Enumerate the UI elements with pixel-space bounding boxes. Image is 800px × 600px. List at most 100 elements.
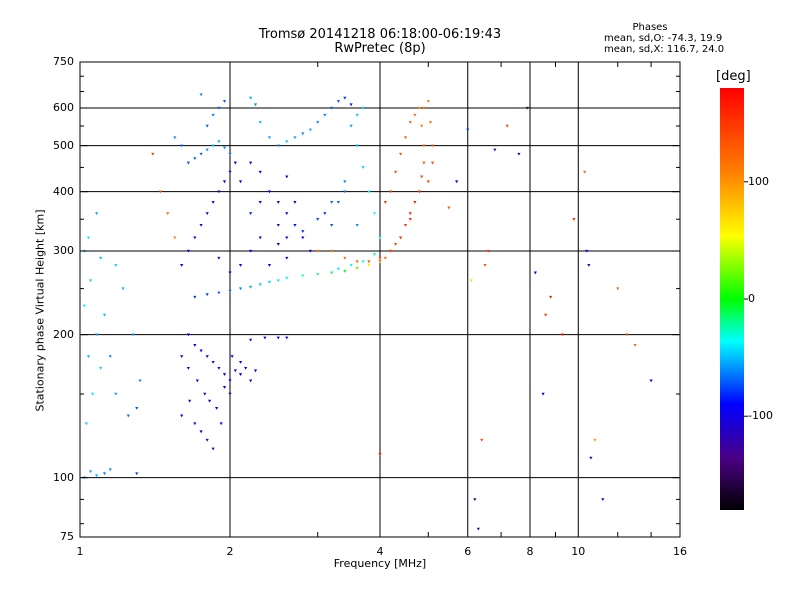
data-point: [301, 132, 305, 136]
data-point: [361, 260, 365, 264]
colorbar-ticks: [744, 181, 748, 417]
data-point: [572, 218, 576, 221]
data-point: [276, 243, 280, 246]
data-point: [222, 100, 227, 103]
data-point: [367, 190, 371, 194]
data-point: [422, 161, 426, 165]
chart-title: Tromsø 20141218 06:18:00-06:19:43: [258, 27, 502, 42]
data-point: [355, 260, 359, 264]
data-point: [624, 333, 629, 337]
data-point: [505, 124, 509, 128]
data-point: [349, 264, 353, 267]
data-point: [355, 267, 359, 270]
data-point: [330, 106, 334, 110]
data-point: [336, 267, 340, 271]
colorbar-tick-label: -100: [748, 409, 773, 423]
data-point: [99, 256, 103, 260]
data-point: [211, 447, 215, 451]
data-point: [417, 106, 422, 110]
data-point: [244, 366, 248, 370]
data-point: [583, 170, 587, 174]
data-point: [217, 190, 221, 194]
data-point: [211, 361, 215, 364]
data-point: [285, 276, 289, 280]
data-point: [258, 283, 262, 287]
data-point: [316, 249, 320, 253]
data-point: [166, 212, 170, 216]
data-point: [193, 157, 197, 161]
data-point: [413, 201, 417, 204]
y-tick-label: 750: [53, 55, 74, 68]
data-point: [215, 407, 219, 410]
data-point: [180, 144, 184, 148]
data-point: [249, 96, 253, 100]
colorbar-label: [deg]: [716, 69, 751, 84]
data-point: [466, 128, 470, 132]
data-point: [217, 256, 221, 260]
data-point: [95, 212, 99, 216]
data-point: [88, 279, 93, 283]
data-point: [525, 106, 529, 110]
data-point: [293, 224, 297, 227]
data-point: [267, 280, 272, 284]
data-point: [413, 113, 417, 117]
data-point: [228, 170, 232, 174]
data-point: [276, 279, 280, 283]
data-point: [343, 96, 347, 100]
data-point: [199, 349, 203, 353]
data-point: [420, 124, 424, 128]
data-point: [349, 124, 353, 128]
data-point: [217, 366, 221, 370]
data-point: [486, 249, 490, 253]
axis-ticks: [80, 61, 680, 538]
data-point: [173, 136, 177, 140]
data-point: [408, 218, 412, 221]
data-point: [301, 230, 305, 233]
data-point: [114, 392, 118, 396]
data-point: [186, 366, 190, 370]
data-point: [102, 472, 107, 476]
data-point: [587, 264, 591, 267]
data-point: [249, 161, 253, 165]
data-point: [316, 218, 320, 221]
data-point: [276, 144, 280, 148]
data-point: [589, 456, 593, 460]
data-point: [186, 249, 190, 253]
data-point: [403, 136, 408, 140]
data-point: [316, 121, 320, 124]
stats-line-o: mean, sd,O: -74.3, 19.9: [604, 33, 723, 44]
data-point: [483, 264, 487, 267]
data-point: [293, 201, 297, 204]
data-point: [195, 379, 199, 383]
data-point: [86, 236, 91, 240]
data-point: [276, 224, 280, 227]
data-point: [135, 407, 139, 410]
y-tick-label: 100: [53, 470, 74, 484]
chart-subtitle: RwPretec (8p): [334, 41, 426, 56]
data-point: [517, 152, 521, 156]
data-point: [383, 201, 387, 204]
data-point: [238, 287, 243, 291]
data-point: [82, 304, 86, 308]
data-point: [219, 422, 223, 426]
data-point: [308, 128, 313, 132]
data-points: [82, 93, 653, 531]
data-point: [367, 264, 371, 267]
y-tick-label: 600: [53, 101, 74, 115]
data-point: [199, 152, 203, 156]
data-point: [238, 373, 243, 376]
data-point: [205, 148, 209, 152]
data-point: [108, 468, 112, 472]
x-tick-label: 2: [226, 545, 234, 558]
data-point: [186, 161, 190, 165]
data-point: [199, 430, 203, 434]
data-point: [399, 152, 403, 156]
data-point: [633, 344, 637, 347]
colorbar: [720, 88, 744, 510]
data-point: [158, 190, 163, 194]
data-point: [428, 121, 433, 124]
data-point: [91, 392, 95, 396]
data-point: [205, 293, 209, 297]
data-point: [361, 106, 365, 110]
data-point: [238, 264, 243, 267]
